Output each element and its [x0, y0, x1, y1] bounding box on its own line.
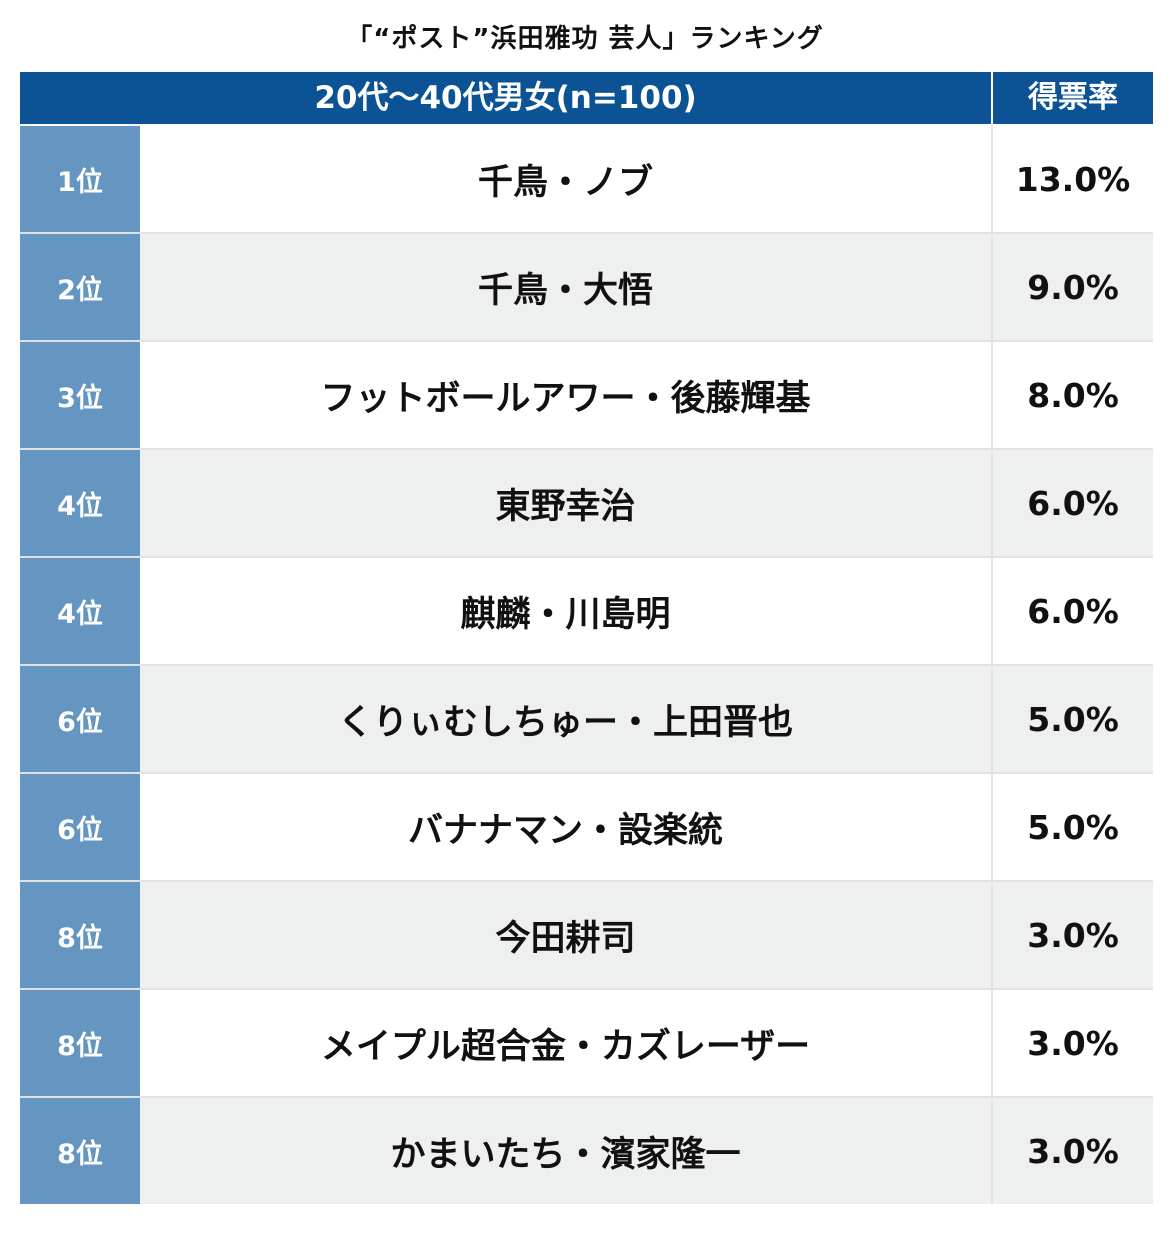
- vote-rate-cell: 3.0%: [993, 990, 1153, 1096]
- vote-rate-cell: 6.0%: [993, 558, 1153, 664]
- table-row: 4位 麒麟・川島明 6.0%: [20, 556, 1153, 664]
- table-row: 4位 東野幸治 6.0%: [20, 448, 1153, 556]
- comedian-name-cell: 麒麟・川島明: [140, 558, 993, 664]
- rank-cell: 2位: [20, 234, 140, 340]
- comedian-name-cell: 東野幸治: [140, 450, 993, 556]
- rank-cell: 8位: [20, 990, 140, 1096]
- rank-cell: 3位: [20, 342, 140, 448]
- vote-rate-cell: 5.0%: [993, 666, 1153, 772]
- comedian-name-cell: メイプル超合金・カズレーザー: [140, 990, 993, 1096]
- ranking-table: 20代〜40代男女(n=100) 得票率 1位 千鳥・ノブ 13.0% 2位 千鳥・大悟…: [20, 72, 1153, 1204]
- table-row: 8位 かまいたち・濱家隆一 3.0%: [20, 1096, 1153, 1204]
- rank-cell: 6位: [20, 666, 140, 772]
- rank-cell: 4位: [20, 450, 140, 556]
- comedian-name-cell: かまいたち・濱家隆一: [140, 1098, 993, 1204]
- header-vote-rate: 得票率: [1028, 80, 1118, 115]
- vote-rate-cell: 6.0%: [993, 450, 1153, 556]
- header-respondent-group: 20代〜40代男女(n=100): [20, 72, 993, 124]
- table-row: 8位 今田耕司 3.0%: [20, 880, 1153, 988]
- table-row: 1位 千鳥・ノブ 13.0%: [20, 124, 1153, 232]
- table-row: 8位 メイプル超合金・カズレーザー 3.0%: [20, 988, 1153, 1096]
- table-header: 20代〜40代男女(n=100) 得票率: [20, 72, 1153, 124]
- table-body: 1位 千鳥・ノブ 13.0% 2位 千鳥・大悟 9.0% 3位 フットボールアワー・後藤輝基 8…: [20, 124, 1153, 1204]
- comedian-name-cell: 千鳥・大悟: [140, 234, 993, 340]
- table-row: 2位 千鳥・大悟 9.0%: [20, 232, 1153, 340]
- vote-rate-cell: 3.0%: [993, 882, 1153, 988]
- comedian-name-cell: くりぃむしちゅー・上田晋也: [140, 666, 993, 772]
- vote-rate-cell: 3.0%: [993, 1098, 1153, 1204]
- vote-rate-cell: 5.0%: [993, 774, 1153, 880]
- chart-title: 「“ポスト”浜田雅功 芸人」ランキング: [346, 24, 824, 54]
- rank-cell: 8位: [20, 1098, 140, 1204]
- table-row: 6位 バナナマン・設楽統 5.0%: [20, 772, 1153, 880]
- rank-cell: 1位: [20, 126, 140, 232]
- comedian-name-cell: フットボールアワー・後藤輝基: [140, 342, 993, 448]
- table-row: 6位 くりぃむしちゅー・上田晋也 5.0%: [20, 664, 1153, 772]
- rank-cell: 6位: [20, 774, 140, 880]
- comedian-name-cell: 今田耕司: [140, 882, 993, 988]
- rank-cell: 4位: [20, 558, 140, 664]
- table-row: 3位 フットボールアワー・後藤輝基 8.0%: [20, 340, 1153, 448]
- vote-rate-cell: 9.0%: [993, 234, 1153, 340]
- rank-cell: 8位: [20, 882, 140, 988]
- comedian-name-cell: バナナマン・設楽統: [140, 774, 993, 880]
- comedian-name-cell: 千鳥・ノブ: [140, 126, 993, 232]
- vote-rate-cell: 8.0%: [993, 342, 1153, 448]
- vote-rate-cell: 13.0%: [993, 126, 1153, 232]
